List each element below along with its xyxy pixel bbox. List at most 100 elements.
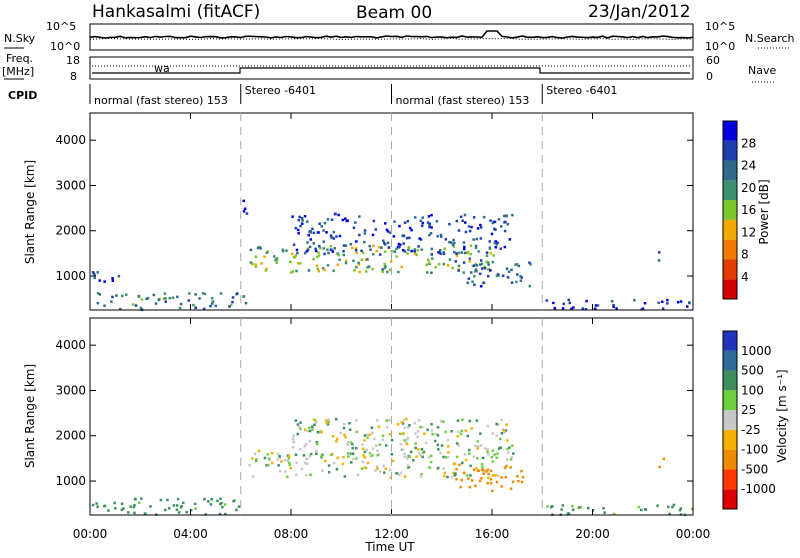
data-cell — [399, 432, 402, 436]
data-cell — [301, 222, 304, 225]
data-cell — [314, 247, 317, 251]
data-cell — [176, 497, 180, 501]
data-cell — [512, 452, 515, 455]
data-cell — [504, 429, 508, 432]
data-cell — [464, 221, 467, 224]
power-cbar-label: Power [dB] — [757, 179, 771, 244]
data-cell — [476, 469, 480, 472]
data-cell — [491, 221, 495, 225]
data-cell — [386, 270, 389, 274]
data-cell — [338, 258, 341, 261]
data-cell — [144, 512, 147, 515]
data-cell — [506, 439, 509, 442]
data-cell — [260, 262, 263, 265]
data-cell — [419, 219, 423, 222]
data-cell — [568, 301, 571, 305]
velocity-panel: 1000 2000 3000 4000 Slant Range [km] 1000 50… — [23, 317, 789, 517]
data-cell — [211, 302, 214, 305]
data-cell — [475, 419, 479, 422]
data-cell — [329, 245, 333, 248]
data-cell — [361, 460, 365, 464]
data-cell — [406, 457, 409, 460]
data-cell — [661, 307, 665, 310]
data-cell — [270, 452, 274, 455]
data-cell — [167, 507, 171, 510]
data-cell — [520, 480, 524, 484]
data-cell — [397, 242, 401, 246]
data-cell — [406, 220, 410, 223]
data-cell — [277, 464, 280, 467]
data-cell — [462, 247, 466, 251]
data-cell — [408, 455, 411, 458]
data-cell — [423, 432, 426, 435]
data-cell — [403, 418, 406, 422]
data-cell — [103, 504, 107, 508]
freq-line — [92, 67, 690, 74]
data-cell — [369, 248, 372, 251]
data-cell — [319, 247, 322, 250]
freq-panel: wa Freq. [MHz] 18 8 60 0 Nave — [2, 52, 776, 83]
data-cell — [482, 468, 485, 472]
data-cell — [140, 298, 144, 301]
data-cell — [154, 302, 158, 305]
data-cell — [306, 241, 309, 244]
data-cell — [458, 463, 461, 467]
data-cell — [294, 419, 298, 422]
data-cell — [399, 443, 402, 446]
data-cell — [115, 294, 118, 297]
data-cell — [461, 461, 464, 465]
data-cell — [612, 305, 615, 308]
data-cell — [421, 216, 424, 219]
data-cell — [657, 259, 661, 262]
data-cell — [91, 503, 95, 507]
data-cell — [351, 452, 355, 456]
data-cell — [467, 477, 470, 480]
data-cell — [416, 249, 420, 252]
range-tick-label: 1000 — [55, 474, 86, 488]
data-cell — [107, 509, 110, 512]
data-cell — [378, 443, 382, 446]
data-cell — [317, 269, 320, 273]
data-cell — [350, 461, 353, 464]
data-cell — [303, 428, 307, 431]
data-cell — [562, 302, 565, 306]
data-cell — [470, 479, 474, 482]
data-cell — [444, 456, 447, 459]
data-cell — [430, 429, 434, 432]
data-cell — [395, 247, 398, 250]
data-cell — [442, 455, 445, 459]
data-cell — [516, 475, 519, 478]
power-cbar-swatch — [723, 180, 737, 201]
data-cell — [442, 251, 445, 254]
data-cell — [591, 509, 595, 512]
data-cell — [348, 422, 351, 425]
data-cell — [302, 454, 306, 457]
data-cell — [489, 481, 493, 485]
data-cell — [327, 470, 331, 474]
data-cell — [137, 295, 141, 298]
data-cell — [610, 300, 614, 303]
data-cell — [92, 272, 96, 275]
velocity-cbar-swatch — [723, 331, 737, 351]
data-cell — [594, 307, 597, 311]
data-cell — [408, 424, 411, 427]
data-cell — [327, 418, 330, 421]
data-cell — [567, 298, 570, 302]
data-cell — [275, 258, 279, 262]
velocity-cbar-frame — [722, 330, 738, 510]
data-cell — [505, 423, 508, 426]
data-cell — [292, 434, 295, 437]
data-cell — [159, 498, 163, 502]
data-cell — [504, 476, 508, 479]
data-cell — [139, 306, 143, 310]
data-cell — [495, 480, 499, 484]
data-cell — [117, 274, 121, 278]
data-cell — [479, 259, 483, 262]
data-cell — [406, 436, 410, 440]
data-cell — [474, 444, 477, 448]
data-cell — [393, 220, 396, 223]
data-cell — [315, 452, 318, 456]
data-cell — [177, 511, 181, 514]
data-cell — [361, 443, 364, 446]
data-cell — [152, 293, 156, 297]
